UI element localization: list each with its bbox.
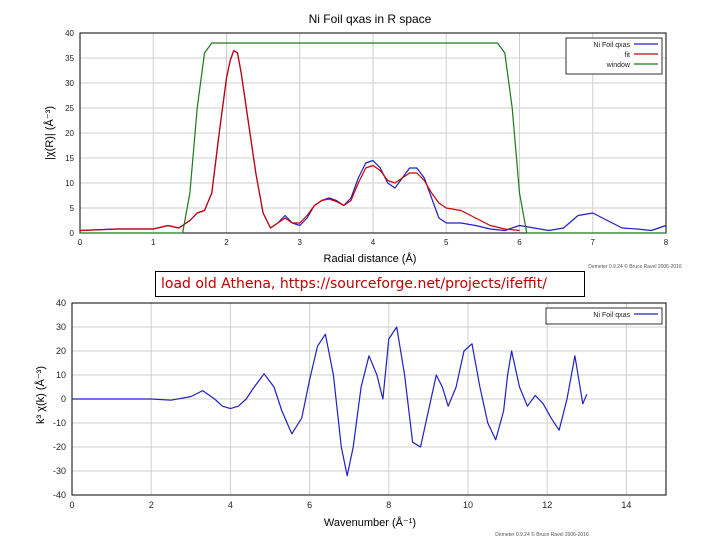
- chart1-frame: [79, 32, 667, 234]
- caption-box: load old Athena, https://sourceforge.net…: [155, 271, 585, 297]
- y-tick-label: 10: [65, 179, 74, 188]
- chart2-legend: Ni Foil qxas: [545, 307, 663, 325]
- x-tick-label: 10: [463, 500, 473, 510]
- x-tick-label: 7: [591, 238, 596, 247]
- x-tick-label: 4: [371, 238, 376, 247]
- legend-label: Ni Foil qxas: [593, 312, 630, 319]
- chart2-ticks: 0 2 4 6 8 10 12 14 -40 -30 -20 -10 0 10 20 30 40: [53, 298, 631, 510]
- y-tick-label: 5: [70, 204, 75, 213]
- chart2-xlabel: Wavenumber (Å⁻¹): [324, 516, 416, 529]
- x-tick-label: 14: [621, 500, 631, 510]
- x-tick-label: 6: [307, 500, 312, 510]
- x-tick-label: 1: [151, 238, 156, 247]
- y-tick-label: 35: [65, 54, 74, 63]
- y-tick-label: 30: [56, 322, 66, 332]
- y-tick-label: 40: [56, 298, 66, 308]
- x-tick-label: 12: [542, 500, 552, 510]
- y-tick-label: 20: [65, 129, 74, 138]
- y-tick-label: 0: [61, 394, 66, 404]
- y-tick-label: -40: [53, 490, 66, 500]
- legend-box: [545, 307, 663, 325]
- x-tick-label: 2: [149, 500, 154, 510]
- y-tick-label: 20: [56, 346, 66, 356]
- chart2-footer: Demeter 0.9.24 © Bruce Ravel 2006-2016: [495, 531, 589, 538]
- x-tick-label: 5: [444, 238, 449, 247]
- chart1-legend: Ni Foil qxas fit window: [565, 37, 663, 75]
- x-tick-label: 0: [78, 238, 83, 247]
- legend-label: window: [606, 62, 631, 69]
- x-tick-label: 8: [386, 500, 391, 510]
- chart2-grid: [71, 302, 666, 496]
- chart1-title: Ni Foil qxas in R space: [309, 12, 432, 26]
- chart2-series: [72, 326, 588, 477]
- x-tick-label: 8: [664, 238, 669, 247]
- y-tick-label: 10: [56, 370, 66, 380]
- chart2-ylabel: k³ χ(k) (Å⁻³): [34, 366, 47, 424]
- y-tick-label: -30: [53, 466, 66, 476]
- y-tick-label: 40: [65, 29, 74, 38]
- legend-label: Ni Foil qxas: [593, 42, 630, 49]
- series-line-ni-foil-qxas: [72, 326, 588, 477]
- y-tick-label: 25: [65, 104, 74, 113]
- y-tick-label: 30: [65, 79, 74, 88]
- legend-label: fit: [625, 52, 631, 59]
- chart1-footer: Demeter 0.9.24 © Bruce Ravel 2006-2016: [588, 263, 682, 270]
- series-line-fit: [79, 49, 520, 232]
- chart1-ylabel: |χ(R)| (Å⁻³): [43, 106, 56, 160]
- x-tick-label: 6: [517, 238, 522, 247]
- y-tick-label: 15: [65, 154, 74, 163]
- x-tick-label: 4: [228, 500, 233, 510]
- caption-text: load old Athena, https://sourceforge.net…: [161, 276, 547, 292]
- chart1-series: [79, 42, 667, 234]
- x-tick-label: 2: [224, 238, 229, 247]
- chart1-xlabel: Radial distance (Å): [324, 252, 417, 265]
- y-tick-label: 0: [70, 229, 75, 238]
- chart1-ticks: 0 1 2 3 4 5 6 7 8 0 5 10 15 20 25 30 35 40: [65, 29, 669, 247]
- x-tick-label: 0: [69, 500, 74, 510]
- y-tick-label: -20: [53, 442, 66, 452]
- y-tick-label: -10: [53, 418, 66, 428]
- series-line-window: [80, 42, 666, 234]
- x-tick-label: 3: [298, 238, 303, 247]
